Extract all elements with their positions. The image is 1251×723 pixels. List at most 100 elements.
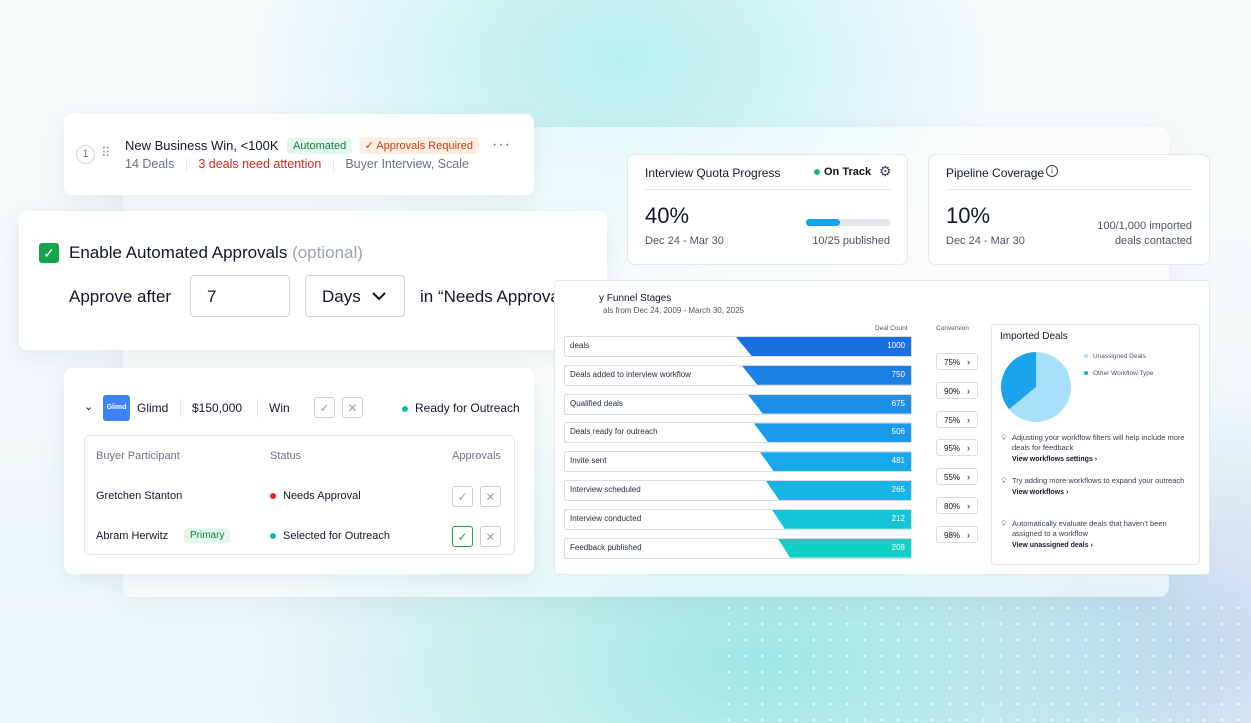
funnel-row-label: Feedback published: [570, 542, 642, 552]
tip-text: Automatically evaluate deals that haven’…: [1012, 519, 1167, 538]
enable-label: Enable Automated Approvals: [69, 243, 288, 262]
conversion-chip[interactable]: 55% ›: [936, 468, 978, 486]
optional-label: (optional): [292, 243, 363, 262]
automated-approvals-card: ✓ Enable Automated Approvals (optional) …: [19, 211, 607, 350]
chevron-right-icon: ›: [967, 501, 970, 511]
chevron-down-icon[interactable]: ⌄: [84, 401, 94, 413]
approve-deal-button[interactable]: ✓: [314, 397, 335, 418]
participants-table: Buyer Participant Status Approvals Gretc…: [84, 435, 515, 555]
conversion-value: 95%: [944, 444, 961, 454]
approve-participant-button[interactable]: ✓: [452, 486, 473, 507]
col-deal-count: Deal Count: [875, 325, 908, 332]
enable-checkbox[interactable]: ✓: [39, 243, 59, 263]
conversion-value: 80%: [944, 502, 961, 511]
pie-slice-1: [1001, 352, 1036, 410]
days-value: 7: [207, 287, 217, 306]
funnel-row[interactable]: Interview conducted 212: [564, 508, 912, 530]
reject-participant-button[interactable]: ✕: [480, 526, 501, 547]
quota-published: 10/25 published: [812, 235, 890, 247]
interview-quota-card[interactable]: Interview Quota Progress On Track ⚙ 40% …: [627, 154, 908, 265]
reject-deal-button[interactable]: ✕: [342, 397, 363, 418]
more-options-icon[interactable]: ···: [492, 136, 511, 153]
unit-value: Days: [322, 287, 361, 306]
reject-participant-button[interactable]: ✕: [480, 486, 501, 507]
conversion-chip[interactable]: 90% ›: [936, 381, 978, 399]
divider: [332, 158, 334, 172]
drag-handle-icon[interactable]: ⠿: [101, 145, 110, 160]
coverage-value: 10%: [946, 203, 991, 228]
pie-slice-0: [1009, 352, 1071, 422]
lightbulb-icon: 💡︎: [1001, 476, 1007, 485]
chevron-right-icon: ›: [967, 472, 970, 483]
funnel-bar-value: 212: [891, 513, 905, 523]
lightbulb-icon: 💡︎: [1001, 433, 1007, 442]
gear-icon[interactable]: ⚙: [879, 163, 892, 179]
coverage-note-line2: deals contacted: [1114, 235, 1192, 247]
funnel-bar-value: 506: [891, 427, 905, 437]
workflow-row-card[interactable]: 1 ⠿ New Business Win, <100K Automated ✓ …: [64, 114, 534, 195]
automated-badge: Automated: [287, 137, 353, 154]
funnel-row[interactable]: Deals added to interview workflow 750: [564, 364, 912, 386]
deal-count: 14 Deals: [125, 157, 175, 171]
funnel-bar: 265: [766, 481, 911, 500]
imported-deals-card: [991, 324, 1200, 565]
divider: [185, 158, 187, 172]
approve-participant-button[interactable]: ✓: [452, 526, 473, 547]
funnel-bar-value: 481: [891, 456, 905, 466]
funnel-row[interactable]: Feedback published 208: [564, 537, 912, 559]
participant-name[interactable]: Gretchen Stanton: [96, 490, 183, 502]
days-input[interactable]: 7: [190, 275, 290, 317]
conversion-chip[interactable]: 75% ›: [936, 410, 978, 428]
participant-name[interactable]: Abram Herwitz: [96, 530, 169, 542]
legend-other: Other Workflow Type: [1093, 370, 1154, 377]
quota-progress-bar: [806, 219, 891, 226]
funnel-bar-value: 675: [891, 398, 905, 408]
unit-select[interactable]: Days: [305, 275, 405, 317]
tip-link[interactable]: View workflows ›: [1012, 489, 1069, 496]
funnel-row-label: Qualified deals: [570, 398, 623, 408]
funnel-row-label: deals: [570, 341, 590, 350]
status-dot: [270, 493, 276, 500]
conversion-chip[interactable]: 80% ›: [936, 497, 978, 514]
tip-link[interactable]: View workflows settings ›: [1012, 456, 1098, 463]
chevron-right-icon: ›: [967, 414, 970, 425]
funnel-row[interactable]: deals 1000: [564, 336, 912, 357]
deal-card: ⌄ Glimd Glimd $150,000 Win ✓ ✕ Ready for…: [64, 368, 534, 574]
conversion-value: 90%: [944, 386, 961, 396]
conversion-chip[interactable]: 95% ›: [936, 439, 978, 457]
legend-dot: [1084, 354, 1088, 359]
workflow-tags: Buyer Interview, Scale: [345, 157, 469, 171]
funnel-row[interactable]: Interview scheduled 265: [564, 480, 912, 501]
funnel-row[interactable]: Qualified deals 675: [564, 393, 912, 415]
workflow-title[interactable]: New Business Win, <100K: [125, 138, 279, 153]
deal-status: Ready for Outreach: [415, 401, 520, 415]
coverage-note-line1: 100/1,000 imported: [1097, 220, 1192, 232]
chevron-right-icon: ›: [967, 529, 970, 540]
tip-link[interactable]: View unassigned deals ›: [1012, 542, 1093, 549]
header-approvals: Approvals: [452, 450, 501, 462]
funnel-row[interactable]: Invite sent 481: [564, 451, 912, 473]
quota-progress-fill: [806, 219, 840, 226]
conversion-value: 55%: [944, 473, 961, 483]
funnel-bar-value: 265: [891, 485, 905, 494]
info-icon[interactable]: i: [1046, 165, 1058, 177]
conversion-chip[interactable]: 98% ›: [936, 525, 978, 543]
status-dot: [402, 405, 408, 412]
funnel-subtitle: als from Dec 24, 2009 - March 30, 2025: [603, 306, 744, 315]
coverage-range: Dec 24 - Mar 30: [946, 235, 1025, 247]
quota-value: 40%: [645, 203, 690, 228]
conversion-value: 75%: [944, 415, 961, 425]
legend-dot: [1084, 371, 1088, 376]
coverage-title: Pipeline Coverage: [946, 166, 1045, 180]
company-logo: Glimd: [103, 395, 130, 421]
attention-text[interactable]: 3 deals need attention: [198, 157, 322, 171]
tip-item: 💡︎ Try adding more workflows to expand yo…: [1001, 476, 1191, 498]
pipeline-coverage-card[interactable]: Pipeline Coverage i 10% Dec 24 - Mar 30 …: [928, 154, 1210, 265]
conversion-chip[interactable]: 75% ›: [936, 353, 978, 370]
company-name[interactable]: Glimd: [137, 401, 169, 415]
conversion-value: 75%: [944, 358, 961, 367]
deal-amount: $150,000: [192, 401, 243, 415]
header-status: Status: [270, 450, 302, 462]
dot-pattern: [720, 600, 1251, 723]
funnel-row[interactable]: Deals ready for outreach 506: [564, 422, 912, 444]
